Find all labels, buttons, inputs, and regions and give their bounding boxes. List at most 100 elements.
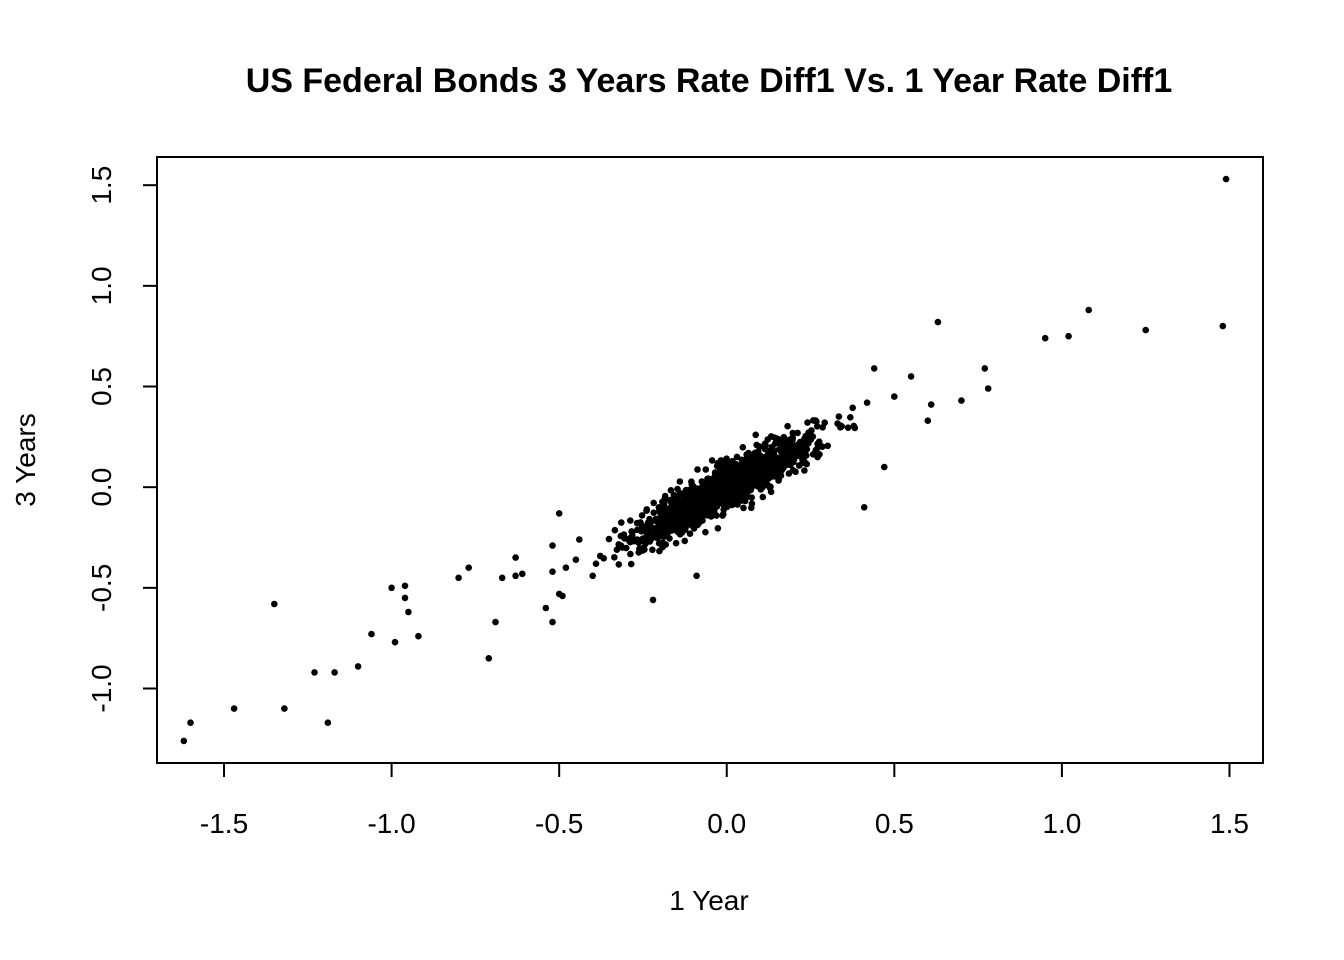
data-point bbox=[748, 504, 755, 512]
data-point bbox=[512, 554, 519, 561]
data-point bbox=[934, 318, 942, 326]
data-point bbox=[702, 528, 709, 536]
data-point bbox=[789, 467, 797, 474]
data-point bbox=[388, 584, 395, 592]
x-axis: -1.5 -1.0 -0.5 0.0 0.5 1.0 1.5 bbox=[200, 762, 1249, 839]
data-point bbox=[707, 509, 715, 517]
data-point bbox=[686, 530, 694, 537]
data-point bbox=[549, 618, 556, 626]
data-point bbox=[687, 489, 694, 496]
data-point bbox=[798, 449, 805, 456]
data-point bbox=[643, 507, 650, 514]
data-point bbox=[720, 510, 727, 518]
data-point bbox=[663, 514, 671, 521]
data-point bbox=[794, 429, 801, 437]
data-point bbox=[733, 453, 741, 461]
data-point bbox=[596, 552, 604, 560]
data-point bbox=[694, 466, 701, 473]
data-point bbox=[180, 737, 188, 745]
data-point bbox=[780, 438, 787, 445]
data-point bbox=[693, 572, 700, 580]
data-point bbox=[638, 528, 645, 535]
data-point bbox=[1142, 326, 1149, 334]
data-point bbox=[1085, 306, 1092, 314]
data-point bbox=[753, 441, 760, 449]
data-point bbox=[271, 600, 278, 608]
data-point bbox=[672, 539, 680, 547]
data-point bbox=[756, 471, 763, 479]
y-tick-label: 0.0 bbox=[86, 468, 117, 507]
data-point bbox=[745, 469, 752, 476]
data-point bbox=[747, 475, 754, 482]
data-point bbox=[809, 451, 817, 458]
data-point bbox=[668, 524, 676, 532]
data-point bbox=[562, 564, 570, 571]
data-point bbox=[656, 506, 663, 514]
data-point bbox=[824, 442, 831, 450]
data-point bbox=[696, 494, 703, 502]
data-point bbox=[736, 483, 744, 490]
data-point bbox=[324, 719, 332, 726]
data-point bbox=[519, 570, 526, 578]
data-point bbox=[656, 547, 663, 555]
data-point bbox=[650, 509, 657, 516]
data-point bbox=[682, 512, 690, 520]
data-point bbox=[759, 481, 766, 489]
data-point bbox=[555, 510, 563, 517]
data-point bbox=[703, 483, 710, 491]
data-point bbox=[681, 493, 689, 500]
data-point bbox=[498, 574, 506, 582]
data-point bbox=[714, 525, 722, 532]
data-point bbox=[740, 504, 747, 512]
data-point bbox=[644, 522, 651, 529]
data-point bbox=[924, 417, 932, 425]
data-point bbox=[401, 594, 409, 602]
data-point bbox=[767, 433, 775, 440]
data-point bbox=[611, 526, 619, 534]
data-point bbox=[670, 491, 678, 499]
data-point bbox=[787, 454, 795, 462]
data-point bbox=[676, 489, 684, 497]
data-point bbox=[559, 592, 566, 600]
data-point bbox=[485, 655, 493, 662]
data-point bbox=[405, 608, 412, 616]
data-point bbox=[694, 504, 702, 512]
data-point bbox=[863, 399, 871, 407]
data-point bbox=[618, 519, 625, 526]
x-tick-label: -1.5 bbox=[200, 808, 248, 839]
data-point bbox=[676, 478, 684, 485]
data-point bbox=[415, 632, 422, 640]
data-point bbox=[615, 561, 623, 568]
y-tick-label: -1.0 bbox=[86, 664, 117, 712]
data-point bbox=[620, 531, 628, 538]
data-point bbox=[1222, 175, 1230, 183]
y-tick-label: -0.5 bbox=[86, 564, 117, 612]
data-point bbox=[627, 550, 634, 558]
data-point bbox=[804, 419, 811, 426]
data-point bbox=[860, 504, 868, 511]
data-point bbox=[731, 478, 739, 486]
data-point bbox=[687, 519, 695, 526]
data-point bbox=[744, 488, 751, 496]
data-point bbox=[702, 466, 710, 473]
data-point bbox=[542, 604, 550, 612]
data-point bbox=[705, 491, 712, 499]
data-point bbox=[716, 499, 724, 507]
data-point bbox=[688, 478, 695, 486]
data-point bbox=[793, 451, 800, 459]
data-point bbox=[639, 545, 646, 552]
data-point bbox=[1219, 322, 1227, 330]
data-point bbox=[693, 514, 700, 522]
x-tick-label: 0.5 bbox=[875, 808, 914, 839]
data-point bbox=[907, 373, 915, 380]
data-point bbox=[739, 444, 747, 451]
data-point bbox=[777, 453, 785, 461]
data-point bbox=[627, 560, 635, 568]
data-point bbox=[740, 476, 748, 484]
data-point bbox=[627, 517, 634, 524]
data-point bbox=[747, 480, 754, 488]
data-point bbox=[927, 401, 935, 408]
data-point bbox=[729, 457, 736, 465]
data-point bbox=[652, 527, 659, 535]
